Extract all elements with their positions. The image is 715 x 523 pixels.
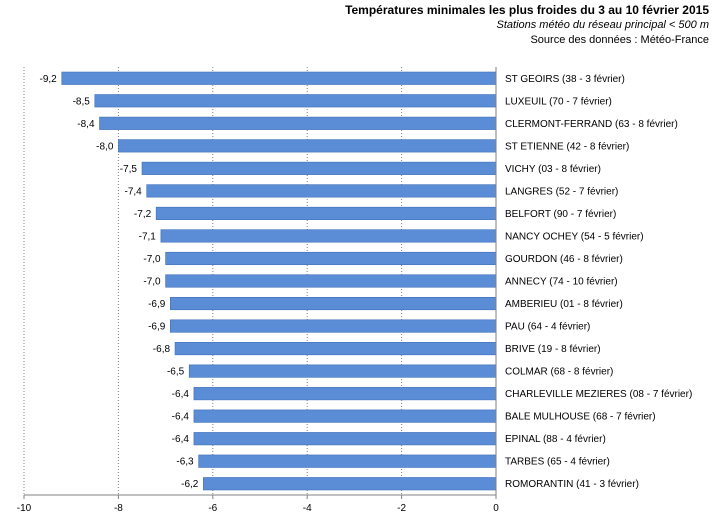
data-label: -7,5	[120, 164, 138, 175]
category-label: VICHY (03 - 8 février)	[505, 164, 601, 175]
data-label: -7,1	[139, 231, 157, 242]
category-label: NANCY OCHEY (54 - 5 février)	[505, 231, 644, 242]
data-label: -6,8	[153, 344, 171, 355]
data-label: -6,5	[167, 367, 185, 378]
x-tick-label: -2	[397, 503, 406, 514]
data-label: -7,2	[134, 209, 152, 220]
bar	[165, 251, 497, 266]
data-label: -9,2	[40, 74, 58, 85]
bar	[193, 432, 497, 446]
data-label: -6,4	[172, 412, 190, 423]
bar	[193, 387, 497, 401]
category-label: BALE MULHOUSE (68 - 7 février)	[505, 412, 656, 423]
chart-source: Source des données : Météo-France	[530, 34, 709, 46]
bar	[188, 364, 497, 378]
category-label: LUXEUIL (70 - 7 février)	[505, 96, 612, 107]
bar	[203, 477, 497, 491]
x-tick-label: 0	[493, 503, 499, 514]
data-label: -6,3	[176, 457, 194, 468]
bar	[118, 139, 497, 153]
data-label: -7,0	[143, 254, 161, 265]
chart-title: Températures minimales les plus froides …	[345, 3, 709, 17]
bar	[94, 94, 497, 108]
x-tick-label: -4	[303, 503, 312, 514]
category-label: AMBERIEU (01 - 8 février)	[505, 299, 623, 310]
data-label: -7,0	[143, 277, 161, 288]
category-label: ST GEOIRS (38 - 3 février)	[505, 74, 625, 85]
category-label: LANGRES (52 - 7 février)	[505, 186, 618, 197]
bar	[165, 274, 497, 288]
bar	[174, 342, 497, 356]
category-label: BELFORT (90 - 7 février)	[505, 209, 616, 220]
x-tick-label: -10	[17, 503, 32, 514]
category-label: CLERMONT-FERRAND (63 - 8 février)	[505, 119, 678, 130]
bar	[146, 184, 497, 198]
data-label: -7,4	[124, 186, 142, 197]
data-label: -6,9	[148, 322, 166, 333]
data-label: -8,5	[73, 96, 91, 107]
bar	[155, 206, 497, 220]
bar	[160, 229, 497, 243]
x-tick-label: -6	[208, 503, 217, 514]
bar	[198, 454, 497, 468]
category-label: PAU (64 - 4 février)	[505, 322, 590, 333]
data-label: -8,4	[77, 119, 95, 130]
category-label: ST ETIENNE (42 - 8 février)	[505, 141, 629, 152]
category-label: ANNECY (74 - 10 février)	[505, 277, 618, 288]
category-label: EPINAL (88 - 4 février)	[505, 434, 606, 445]
bar	[99, 116, 497, 130]
category-label: ROMORANTIN (41 - 3 février)	[505, 479, 639, 490]
chart-subtitle: Stations météo du réseau principal < 500…	[496, 19, 710, 31]
bar	[170, 319, 497, 333]
data-label: -6,9	[148, 299, 166, 310]
data-label: -6,2	[181, 479, 199, 490]
category-label: CHARLEVILLE MEZIERES (08 - 7 février)	[505, 389, 692, 400]
bar	[193, 409, 497, 423]
bar	[61, 71, 497, 85]
chart-header: Températures minimales les plus froides …	[345, 3, 709, 48]
bar	[141, 161, 497, 175]
category-label: GOURDON (46 - 8 février)	[505, 254, 623, 265]
category-label: TARBES (65 - 4 février)	[505, 457, 610, 468]
data-label: -6,4	[172, 434, 190, 445]
bar	[170, 296, 497, 311]
category-label: COLMAR (68 - 8 février)	[505, 367, 613, 378]
x-tick-label: -8	[114, 503, 123, 514]
data-label: -8,0	[96, 141, 114, 152]
category-label: BRIVE (19 - 8 février)	[505, 344, 601, 355]
data-label: -6,4	[172, 389, 190, 400]
